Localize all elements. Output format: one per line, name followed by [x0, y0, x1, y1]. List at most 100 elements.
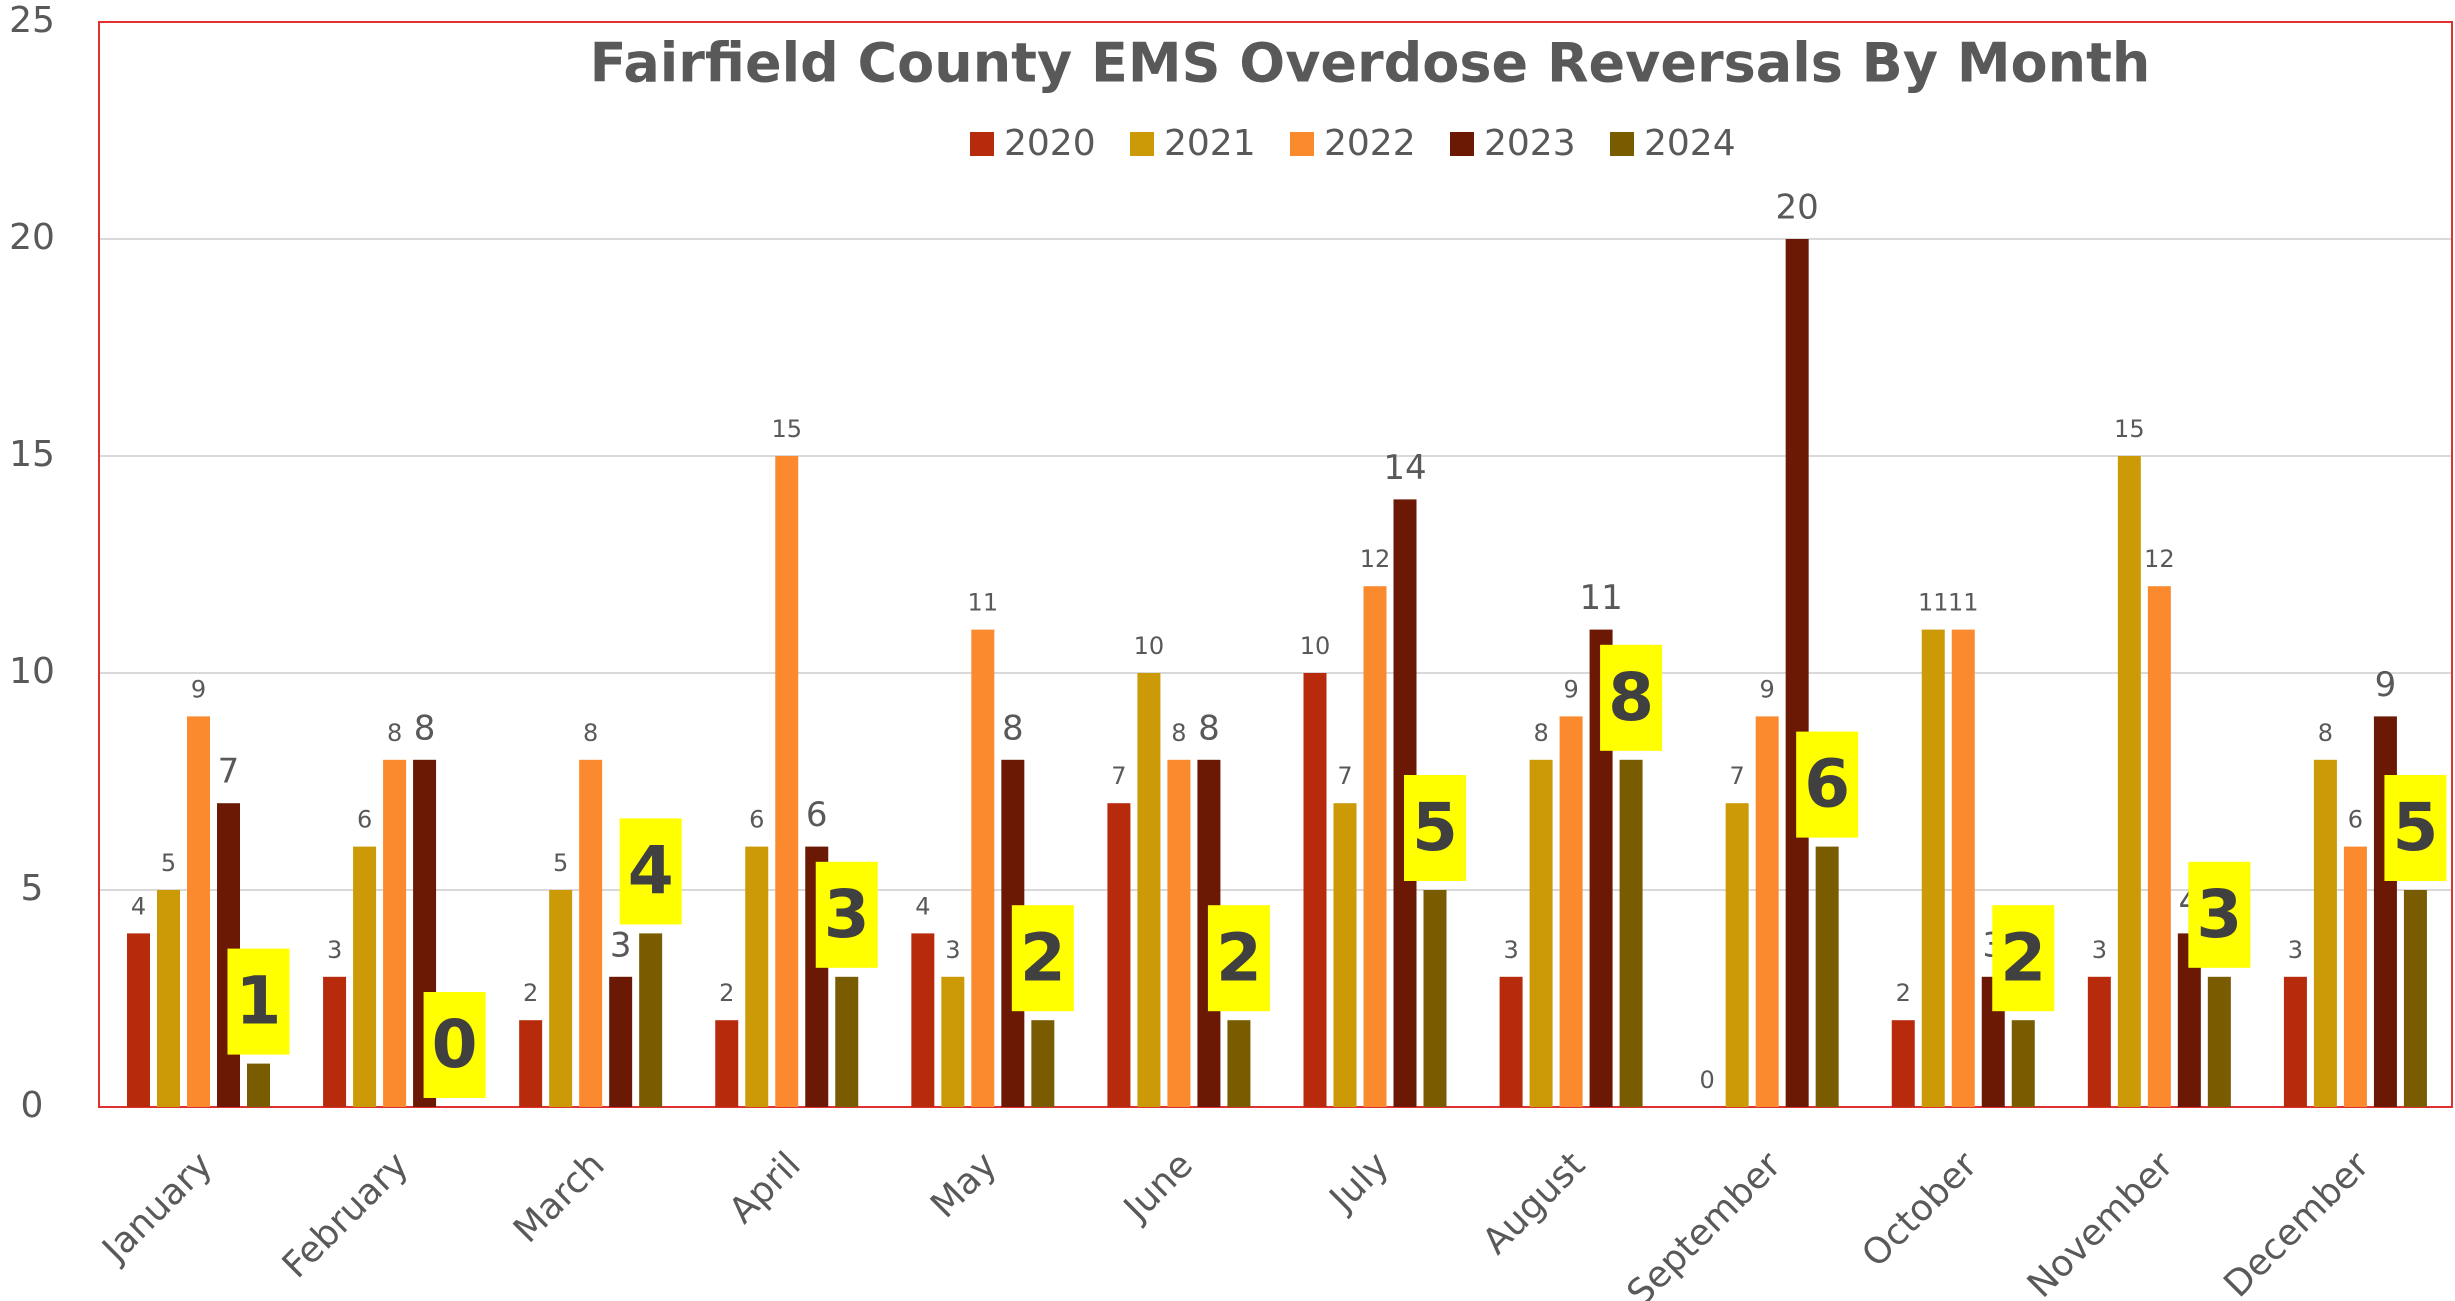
data-label: 6	[1804, 746, 1850, 823]
legend-label: 2021	[1164, 123, 1256, 164]
bar	[353, 846, 377, 1107]
bar	[1785, 239, 1809, 1107]
bar	[715, 1020, 739, 1107]
bar	[1303, 673, 1327, 1107]
data-label: 2	[1216, 919, 1262, 996]
data-label: 9	[1563, 675, 1578, 703]
bar	[1951, 629, 1975, 1107]
bar	[2403, 890, 2427, 1107]
y-tick-label: 0	[21, 1085, 44, 1126]
bar	[579, 759, 603, 1107]
data-label: 5	[161, 849, 176, 877]
x-tick-label: January	[94, 1144, 221, 1271]
data-label: 15	[771, 415, 802, 443]
bar	[835, 976, 859, 1107]
data-label: 3	[2196, 876, 2242, 953]
label-highlight	[423, 992, 486, 1098]
x-tick-label: February	[275, 1144, 417, 1286]
bar	[1363, 586, 1387, 1107]
data-label: 20	[1776, 188, 1819, 228]
data-label: 8	[1002, 708, 1024, 748]
label-highlight	[2188, 861, 2251, 968]
bar	[911, 933, 935, 1107]
data-label: 8	[1171, 719, 1186, 747]
label-highlight	[1404, 775, 1466, 881]
bar	[1725, 803, 1749, 1107]
bar	[187, 716, 210, 1107]
bar	[323, 976, 347, 1107]
label-highlight	[1992, 905, 2055, 1012]
data-label: 8	[387, 719, 402, 747]
data-label: 2	[1896, 979, 1911, 1007]
data-label: 2	[1020, 919, 1066, 996]
legend-swatch	[1290, 132, 1314, 156]
legend-swatch	[1450, 132, 1474, 156]
data-label: 12	[1360, 545, 1391, 573]
bar	[1891, 1020, 1915, 1107]
data-label: 12	[2144, 545, 2175, 573]
data-label: 6	[2348, 806, 2363, 834]
y-tick-label: 10	[9, 651, 55, 692]
x-tick-label: November	[2020, 1144, 2182, 1301]
bar	[2373, 716, 2397, 1107]
data-label: 2	[523, 979, 538, 1007]
data-label: 2	[719, 979, 734, 1007]
bar	[2343, 846, 2367, 1107]
data-label: 8	[1533, 719, 1548, 747]
bar	[1107, 803, 1131, 1107]
bar	[1559, 716, 1583, 1107]
data-label: 1	[236, 963, 282, 1040]
x-tick-label: August	[1475, 1144, 1593, 1262]
bar	[1167, 759, 1191, 1107]
x-tick-label: June	[1115, 1144, 1201, 1230]
bar	[383, 759, 407, 1107]
bar	[1529, 759, 1553, 1107]
bar	[971, 629, 995, 1107]
data-label: 3	[824, 876, 870, 953]
bar	[609, 976, 633, 1107]
bar	[1619, 759, 1643, 1107]
data-label: 7	[1730, 762, 1745, 790]
plot-border	[98, 21, 2453, 1108]
bar	[2147, 586, 2171, 1107]
data-label: 8	[583, 719, 598, 747]
data-label: 7	[1337, 762, 1352, 790]
data-label: 9	[191, 675, 206, 703]
data-label: 7	[1111, 762, 1126, 790]
bar	[745, 846, 769, 1107]
bar	[1921, 629, 1945, 1107]
y-tick-label: 20	[9, 217, 55, 258]
bar	[247, 1063, 270, 1107]
data-label: 6	[749, 806, 764, 834]
x-tick-label: December	[2216, 1144, 2377, 1301]
data-label: 15	[2114, 415, 2145, 443]
label-highlight	[2384, 775, 2447, 881]
data-label: 9	[2375, 665, 2397, 705]
label-highlight	[1796, 731, 1859, 838]
bar	[2313, 759, 2337, 1107]
data-label: 4	[131, 892, 146, 920]
x-tick-label: April	[722, 1144, 809, 1231]
data-label: 3	[610, 925, 632, 965]
legend-label: 2024	[1644, 123, 1736, 164]
bar	[1137, 673, 1161, 1107]
data-label: 0	[1700, 1066, 1715, 1094]
legend-label: 2022	[1324, 123, 1416, 164]
bar	[157, 890, 180, 1107]
x-tick-label: July	[1321, 1144, 1397, 1220]
y-tick-label: 15	[9, 434, 55, 475]
legend-swatch	[1610, 132, 1634, 156]
y-tick-label: 25	[9, 0, 55, 41]
data-label: 14	[1383, 448, 1426, 488]
label-highlight	[619, 818, 682, 925]
data-label: 3	[945, 936, 960, 964]
bar	[2207, 976, 2231, 1107]
bar	[639, 933, 663, 1107]
label-highlight	[227, 948, 290, 1055]
label-highlight	[1207, 905, 1270, 1012]
data-label: 10	[1300, 632, 1331, 660]
bar	[1499, 976, 1523, 1107]
x-tick-label: October	[1854, 1144, 1985, 1275]
data-label: 11	[1948, 589, 1979, 617]
